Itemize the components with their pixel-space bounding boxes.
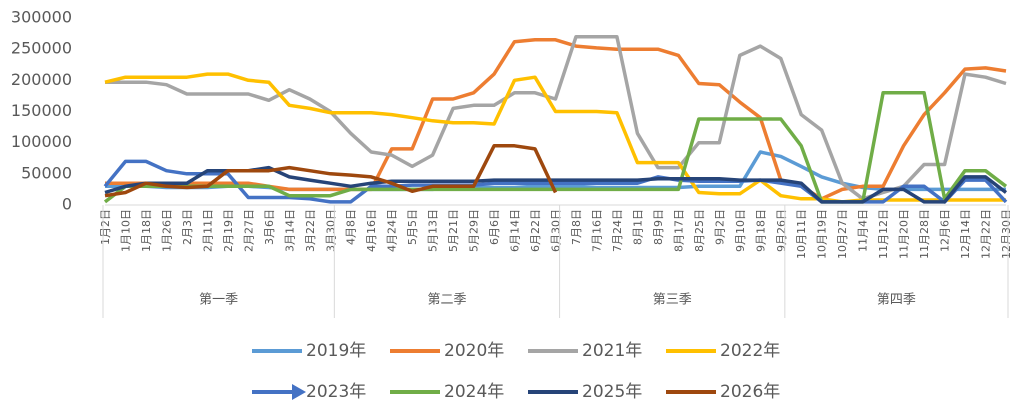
x-tick-label: 3月22日 bbox=[304, 209, 317, 252]
x-tick-label: 5月5日 bbox=[406, 209, 419, 245]
x-tick-label: 6月6日 bbox=[488, 209, 501, 245]
y-tick-label: 50000 bbox=[21, 163, 72, 182]
x-tick-label: 8月25日 bbox=[693, 209, 706, 252]
x-tick-label: 12月30日 bbox=[1000, 209, 1010, 259]
x-tick-label: 1月18日 bbox=[140, 209, 153, 252]
x-tick-label: 6月14日 bbox=[509, 209, 522, 252]
x-tick-label: 2月3日 bbox=[181, 209, 194, 245]
x-tick-label: 9月2日 bbox=[713, 209, 726, 245]
x-tick-label: 4月16日 bbox=[365, 209, 378, 252]
x-tick-label: 5月21日 bbox=[447, 209, 460, 252]
x-tick-label: 7月24日 bbox=[611, 209, 624, 252]
x-tick-label: 8月1日 bbox=[631, 209, 644, 245]
x-tick-label: 11月28日 bbox=[918, 209, 931, 259]
legend-label: 2024年 bbox=[444, 382, 504, 402]
x-tick-label: 7月8日 bbox=[570, 209, 583, 245]
x-tick-label: 12月22日 bbox=[980, 209, 993, 259]
quarter-label: 第四季 bbox=[877, 293, 916, 308]
x-tick-label: 4月24日 bbox=[386, 209, 399, 252]
y-tick-label: 150000 bbox=[11, 101, 72, 120]
x-tick-label: 9月18日 bbox=[754, 209, 767, 252]
series-line bbox=[105, 34, 1007, 201]
legend-label: 2023年 bbox=[306, 382, 366, 402]
quarter-label: 第三季 bbox=[653, 293, 692, 308]
y-tick-label: 0 bbox=[62, 195, 72, 214]
x-tick-label: 6月30日 bbox=[550, 209, 563, 252]
x-tick-label: 10月19日 bbox=[816, 209, 829, 259]
legend-label: 2022年 bbox=[720, 341, 780, 361]
y-tick-label: 200000 bbox=[11, 70, 72, 89]
x-tick-label: 3月30日 bbox=[324, 209, 337, 252]
x-tick-label: 9月10日 bbox=[734, 209, 747, 252]
x-tick-label: 8月17日 bbox=[672, 209, 685, 252]
legend-label: 2019年 bbox=[306, 341, 366, 361]
legend-label: 2026年 bbox=[720, 382, 780, 402]
x-tick-label: 6月22日 bbox=[529, 209, 542, 252]
quarter-label: 第二季 bbox=[427, 293, 466, 308]
x-tick-label: 7月16日 bbox=[590, 209, 603, 252]
legend-label: 2025年 bbox=[582, 382, 642, 402]
x-tick-label: 4月8日 bbox=[345, 209, 358, 245]
x-tick-label: 5月13日 bbox=[427, 209, 440, 252]
x-tick-label: 10月27日 bbox=[836, 209, 849, 259]
legend-arrow bbox=[292, 384, 306, 400]
x-tick-label: 11月12日 bbox=[877, 209, 890, 259]
x-tick-label: 8月9日 bbox=[652, 209, 665, 245]
y-tick-label: 250000 bbox=[11, 39, 72, 58]
legend-label: 2020年 bbox=[444, 341, 504, 361]
quarter-label: 第一季 bbox=[199, 293, 238, 308]
legend-label: 2021年 bbox=[582, 341, 642, 361]
x-tick-label: 12月6日 bbox=[939, 209, 952, 252]
x-tick-label: 2月27日 bbox=[242, 209, 255, 252]
x-tick-label: 2月11日 bbox=[201, 209, 214, 252]
series-line bbox=[105, 38, 1007, 201]
x-tick-label: 12月14日 bbox=[959, 209, 972, 259]
x-tick-label: 10月11日 bbox=[795, 209, 808, 259]
x-tick-label: 3月14日 bbox=[283, 209, 296, 252]
x-tick-label: 9月26日 bbox=[775, 209, 788, 252]
x-tick-label: 11月4日 bbox=[857, 209, 870, 252]
x-tick-label: 1月10日 bbox=[119, 209, 132, 252]
x-tick-label: 5月29日 bbox=[468, 209, 481, 252]
y-tick-label: 100000 bbox=[11, 132, 72, 151]
series-line bbox=[104, 144, 558, 198]
x-tick-label: 11月20日 bbox=[898, 209, 911, 259]
x-tick-label: 1月26日 bbox=[160, 209, 173, 252]
x-tick-label: 1月2日 bbox=[99, 209, 112, 245]
x-tick-label: 2月19日 bbox=[222, 209, 235, 252]
x-tick-label: 3月6日 bbox=[263, 209, 276, 245]
y-tick-label: 300000 bbox=[11, 8, 72, 27]
